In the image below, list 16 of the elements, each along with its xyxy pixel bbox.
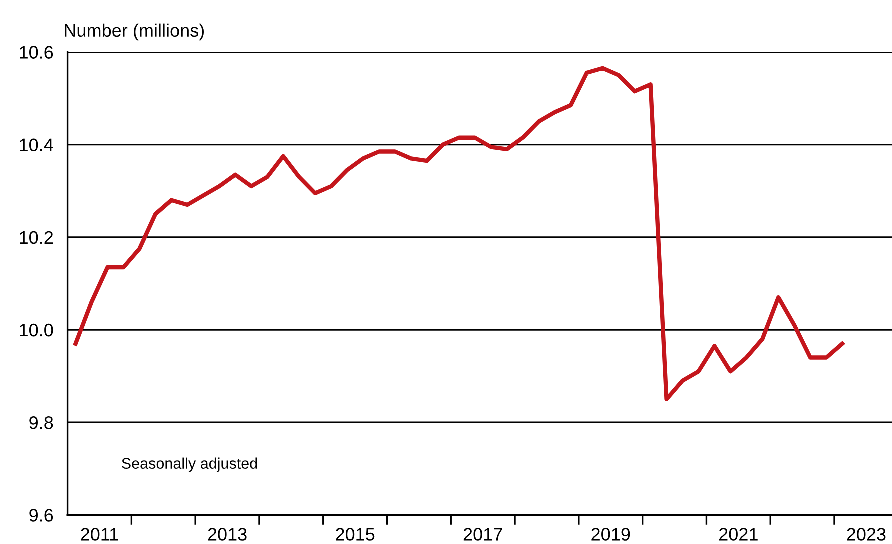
y-tick-label: 10.2 — [20, 231, 53, 244]
x-tick-label: 2023 — [847, 528, 886, 541]
x-tick-label: 2021 — [719, 528, 758, 541]
x-tick-label: 2011 — [81, 528, 118, 541]
x-tick-label: 2015 — [336, 528, 375, 541]
y-axis-title: Number (millions) — [65, 24, 204, 41]
x-tick-label: 2019 — [592, 528, 630, 541]
line-series — [74, 66, 845, 402]
y-tick-label: 9.6 — [30, 509, 54, 522]
y-tick-label: 10.0 — [20, 324, 54, 337]
x-tick-label: 2013 — [208, 528, 247, 541]
y-tick-label: 9.8 — [30, 416, 54, 430]
y-tick-label: 10.4 — [20, 138, 54, 152]
annotation: Seasonally adjusted — [122, 458, 258, 472]
x-tick-label: 2017 — [464, 528, 502, 541]
y-tick-label: 10.6 — [20, 46, 54, 59]
